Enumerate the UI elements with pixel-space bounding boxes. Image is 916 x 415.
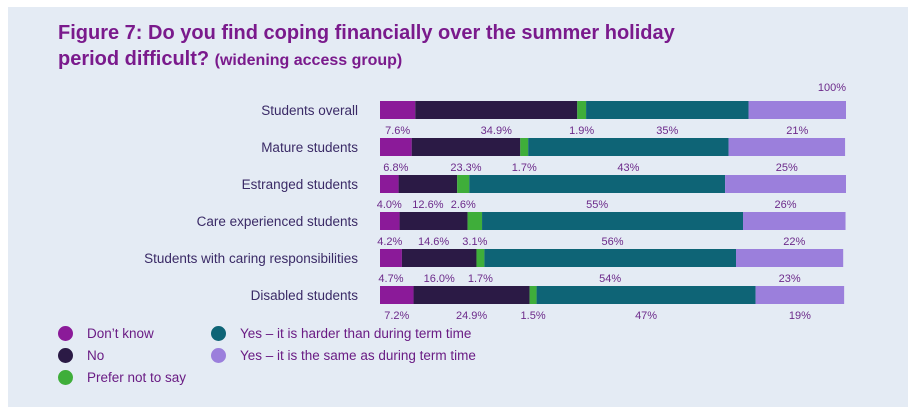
data-label: 56% bbox=[602, 236, 624, 248]
category-label: Students overall bbox=[261, 103, 358, 118]
legend-label: Yes – it is the same as during term time bbox=[240, 348, 476, 363]
data-label: 23.3% bbox=[450, 162, 481, 174]
category-label: Estranged students bbox=[242, 177, 359, 192]
legend-swatch-icon bbox=[211, 348, 226, 363]
total-label: 100% bbox=[818, 82, 846, 94]
data-label: 1.5% bbox=[521, 310, 546, 322]
data-label: 7.2% bbox=[384, 310, 409, 322]
data-label: 25% bbox=[776, 162, 798, 174]
bar-segment bbox=[399, 212, 468, 230]
bar-segment bbox=[529, 286, 537, 304]
data-label: 4.0% bbox=[377, 199, 402, 211]
legend-item: Don’t know bbox=[58, 326, 154, 341]
bar-segment bbox=[401, 249, 477, 267]
bar-segment bbox=[380, 212, 400, 230]
bar-segment bbox=[413, 286, 530, 304]
bar-segment bbox=[520, 138, 529, 156]
data-label: 43% bbox=[617, 162, 639, 174]
bar-segment bbox=[728, 138, 846, 156]
bar-segment bbox=[380, 138, 412, 156]
legend-swatch-icon bbox=[58, 348, 73, 363]
bar-segment bbox=[536, 286, 756, 304]
category-label: Disabled students bbox=[251, 288, 359, 303]
data-label: 54% bbox=[599, 273, 621, 285]
bar-segment bbox=[528, 138, 729, 156]
legend-label: Yes – it is harder than during term time bbox=[240, 326, 472, 341]
bar-segment bbox=[484, 249, 737, 267]
title-main: Figure 7: Do you find coping financially… bbox=[58, 22, 675, 70]
bar-segment bbox=[457, 175, 470, 193]
bar-segment bbox=[380, 101, 416, 119]
bar-segment bbox=[380, 286, 414, 304]
category-label: Students with caring responsibilities bbox=[144, 251, 358, 266]
legend-label: Prefer not to say bbox=[87, 370, 187, 385]
bar-segment bbox=[755, 286, 845, 304]
data-label: 14.6% bbox=[418, 236, 449, 248]
title-subtitle: (widening access group) bbox=[214, 52, 403, 69]
legend-item: No bbox=[58, 348, 104, 363]
bar-segment bbox=[380, 249, 402, 267]
bar-segment bbox=[411, 138, 521, 156]
data-label: 7.6% bbox=[385, 125, 410, 137]
bar-segment bbox=[482, 212, 744, 230]
legend-item: Prefer not to say bbox=[58, 370, 186, 385]
legend-swatch-icon bbox=[211, 326, 226, 341]
bar-segment bbox=[476, 249, 485, 267]
data-label: 2.6% bbox=[451, 199, 476, 211]
data-label: 3.1% bbox=[462, 236, 487, 248]
legend-item: Yes – it is the same as during term time bbox=[211, 348, 476, 363]
data-label: 6.8% bbox=[383, 162, 408, 174]
legend-label: No bbox=[87, 348, 105, 363]
data-label: 47% bbox=[635, 310, 657, 322]
data-label: 4.2% bbox=[377, 236, 402, 248]
bar-segment bbox=[725, 175, 846, 193]
bar-segment bbox=[415, 101, 578, 119]
legend-swatch-icon bbox=[58, 370, 73, 385]
data-label: 21% bbox=[786, 125, 808, 137]
data-label: 12.6% bbox=[412, 199, 443, 211]
data-label: 1.7% bbox=[468, 273, 493, 285]
data-label: 16.0% bbox=[424, 273, 455, 285]
legend-label: Don’t know bbox=[87, 326, 154, 341]
data-label: 24.9% bbox=[456, 310, 487, 322]
data-label: 19% bbox=[789, 310, 811, 322]
bar-segment bbox=[748, 101, 846, 119]
data-label: 4.7% bbox=[378, 273, 403, 285]
bar-segment bbox=[398, 175, 458, 193]
bar-segment bbox=[577, 101, 587, 119]
chart-title: Figure 7: Do you find coping financially… bbox=[58, 20, 698, 74]
bar-segment bbox=[736, 249, 844, 267]
bar-segment bbox=[586, 101, 749, 119]
bar-segment bbox=[469, 175, 726, 193]
chart-panel bbox=[8, 7, 908, 407]
legend-item: Yes – it is harder than during term time bbox=[211, 326, 471, 341]
category-label: Care experienced students bbox=[197, 214, 359, 229]
bar-segment bbox=[743, 212, 846, 230]
data-label: 1.7% bbox=[512, 162, 537, 174]
data-label: 23% bbox=[779, 273, 801, 285]
legend-swatch-icon bbox=[58, 326, 73, 341]
bar-segment bbox=[380, 175, 399, 193]
data-label: 55% bbox=[586, 199, 608, 211]
data-label: 22% bbox=[783, 236, 805, 248]
bar-segment bbox=[467, 212, 483, 230]
data-label: 26% bbox=[775, 199, 797, 211]
category-label: Mature students bbox=[261, 140, 358, 155]
data-label: 35% bbox=[656, 125, 678, 137]
data-label: 1.9% bbox=[569, 125, 594, 137]
data-label: 34.9% bbox=[481, 125, 512, 137]
